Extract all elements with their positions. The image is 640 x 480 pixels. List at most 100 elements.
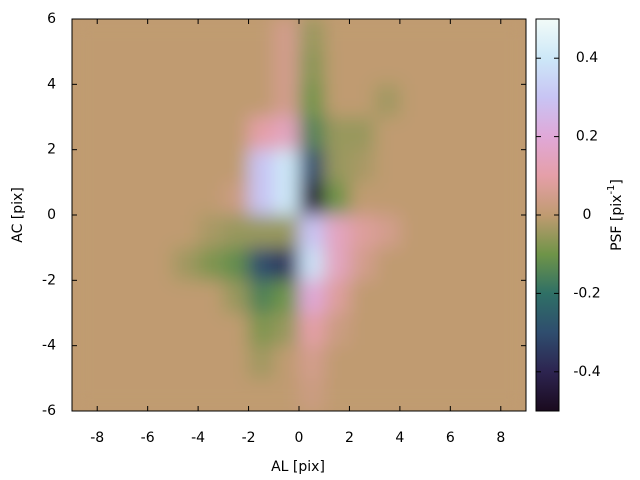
heatmap-cell <box>399 117 426 151</box>
heatmap-cell <box>72 280 98 314</box>
heatmap-cell <box>500 313 526 347</box>
heatmap-cell <box>299 149 325 183</box>
heatmap-cell <box>425 51 451 85</box>
heatmap-cell <box>450 19 477 53</box>
heatmap-cell <box>147 149 174 183</box>
heatmap-cell <box>147 51 174 85</box>
x-tick-label: -6 <box>141 430 155 446</box>
heatmap-cell <box>374 378 401 411</box>
heatmap-cell <box>450 378 477 411</box>
heatmap-cell <box>299 19 325 53</box>
heatmap-cell <box>198 84 224 118</box>
heatmap-cell <box>223 280 250 314</box>
x-tick-label: 0 <box>295 430 304 446</box>
heatmap-cell <box>122 84 149 118</box>
y-tick-label: -4 <box>42 338 56 354</box>
y-tick-label: -6 <box>42 403 56 419</box>
heatmap-cell <box>500 378 526 411</box>
heatmap-cell <box>198 247 224 281</box>
colorbar-label-end: ] <box>609 179 625 184</box>
heatmap-cell <box>72 51 98 85</box>
heatmap-cell <box>324 182 350 216</box>
heatmap-cell <box>97 247 123 281</box>
heatmap-cell <box>475 84 502 118</box>
heatmap-cell <box>399 149 426 183</box>
heatmap-cell <box>374 51 401 85</box>
heatmap-cell <box>172 19 199 53</box>
heatmap-cell <box>273 51 300 85</box>
heatmap-cell <box>223 378 250 411</box>
x-axis-label: AL [pix] <box>271 459 325 475</box>
x-tick-label: -2 <box>242 430 256 446</box>
heatmap-cell <box>72 247 98 281</box>
heatmap-cell <box>147 117 174 151</box>
heatmap-cell <box>425 313 451 347</box>
heatmap-cell <box>324 345 350 379</box>
heatmap-cell <box>72 19 98 53</box>
heatmap-cell <box>399 19 426 53</box>
colorbar-tick-label: -0.2 <box>573 285 600 301</box>
heatmap-cell <box>172 84 199 118</box>
heatmap-cell <box>500 247 526 281</box>
x-tick-label: -4 <box>191 430 205 446</box>
heatmap-cell <box>198 117 224 151</box>
heatmap-cell <box>248 84 275 118</box>
y-tick-label: 0 <box>47 207 56 223</box>
heatmap-cell <box>248 51 275 85</box>
heatmap-cell <box>324 280 350 314</box>
heatmap-cell <box>475 345 502 379</box>
heatmap-cell <box>299 280 325 314</box>
y-tick-label: 2 <box>47 142 56 158</box>
heatmap-cell <box>147 313 174 347</box>
heatmap-cell <box>273 182 300 216</box>
heatmap-cell <box>374 280 401 314</box>
heatmap-cell <box>374 149 401 183</box>
heatmap-cell <box>248 182 275 216</box>
heatmap-cell <box>248 280 275 314</box>
heatmap-cell <box>299 247 325 281</box>
colorbar-tick-label: 0 <box>583 207 592 223</box>
heatmap-cell <box>248 313 275 347</box>
heatmap-cell <box>122 313 149 347</box>
heatmap-cell <box>324 149 350 183</box>
heatmap-cell <box>72 84 98 118</box>
heatmap-cell <box>97 345 123 379</box>
heatmap-cell <box>299 378 325 411</box>
heatmap-cell <box>500 280 526 314</box>
colorbar-tick-label: 0.4 <box>576 50 598 66</box>
heatmap-cell <box>122 378 149 411</box>
heatmap-cell <box>97 19 123 53</box>
heatmap-cell <box>299 51 325 85</box>
heatmap-cell <box>97 280 123 314</box>
heatmap-cell <box>72 215 98 249</box>
heatmap-cell <box>198 313 224 347</box>
heatmap-cell <box>198 280 224 314</box>
heatmap-cell <box>172 215 199 249</box>
heatmap-cell <box>122 345 149 379</box>
heatmap-cell <box>399 280 426 314</box>
heatmap-cell <box>500 345 526 379</box>
heatmap-cell <box>223 215 250 249</box>
heatmap-cell <box>72 313 98 347</box>
heatmap-cell <box>450 182 477 216</box>
heatmap-cell <box>500 149 526 183</box>
heatmap-cell <box>72 378 98 411</box>
heatmap-cell <box>349 345 376 379</box>
heatmap-cell <box>198 215 224 249</box>
heatmap-cell <box>273 19 300 53</box>
heatmap-cell <box>223 247 250 281</box>
heatmap-cell <box>223 117 250 151</box>
heatmap-cell <box>425 215 451 249</box>
heatmap-cell <box>299 313 325 347</box>
heatmap-cell <box>425 117 451 151</box>
heatmap-cell <box>147 19 174 53</box>
heatmap-cell <box>72 345 98 379</box>
heatmap-cell <box>122 215 149 249</box>
heatmap-cell <box>475 19 502 53</box>
heatmap-cell <box>399 84 426 118</box>
heatmap-cell <box>248 247 275 281</box>
colorbar-label-text: PSF [pix <box>609 195 625 251</box>
y-tick-label: 6 <box>47 11 56 27</box>
heatmap-cell <box>147 345 174 379</box>
heatmap-cell <box>122 182 149 216</box>
